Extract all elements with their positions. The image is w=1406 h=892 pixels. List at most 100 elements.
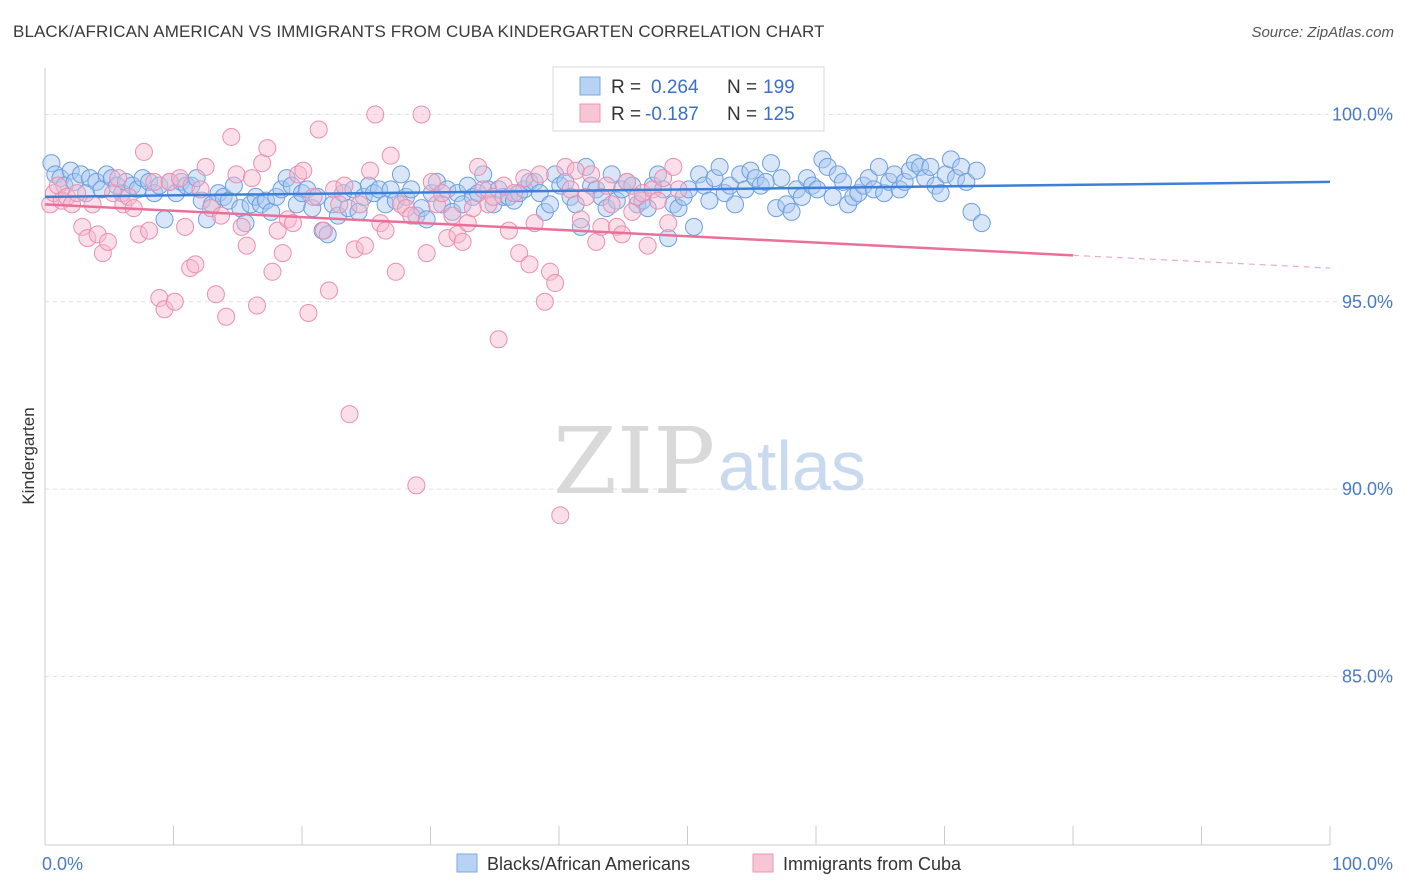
pink-point-59 <box>341 406 358 423</box>
blue-point-139 <box>763 155 780 172</box>
watermark: ZIP atlas <box>553 408 866 515</box>
pink-point-62 <box>356 237 373 254</box>
scatter-chart: 0.0% 100.0% 100.0%95.0%90.0%85.0% ZIP atl… <box>0 0 1406 892</box>
pink-point-96 <box>531 166 548 183</box>
pink-point-20 <box>141 222 158 239</box>
stats-r-value-2: -0.187 <box>645 104 699 125</box>
pink-point-39 <box>238 237 255 254</box>
pink-point-37 <box>228 166 245 183</box>
blue-point-176 <box>953 158 970 175</box>
watermark-zip: ZIP <box>553 408 715 515</box>
pink-point-114 <box>624 203 641 220</box>
pink-point-46 <box>274 245 291 262</box>
pink-point-63 <box>362 162 379 179</box>
stats-swatch-pink <box>580 104 600 122</box>
pink-point-84 <box>470 158 487 175</box>
pink-point-100 <box>552 507 569 524</box>
y-axis-title: Kindergarten <box>19 407 38 504</box>
pink-point-19 <box>135 143 152 160</box>
pink-point-44 <box>264 263 281 280</box>
pink-point-102 <box>562 181 579 198</box>
pink-point-31 <box>197 158 214 175</box>
blue-point-132 <box>727 196 744 213</box>
x-ticks: 0.0% 100.0% <box>42 826 1393 874</box>
pink-point-66 <box>377 222 394 239</box>
stats-n-label-1: N = <box>727 77 757 98</box>
pink-point-104 <box>572 211 589 228</box>
pink-point-21 <box>146 173 163 190</box>
pink-point-25 <box>166 293 183 310</box>
stats-swatch-blue <box>580 77 600 95</box>
stats-r-label-1: R = <box>611 77 641 98</box>
blue-point-180 <box>973 215 990 232</box>
legend: Blacks/African Americans Immigrants from… <box>457 854 962 874</box>
pink-point-106 <box>583 166 600 183</box>
pink-point-119 <box>649 192 666 209</box>
pink-point-79 <box>444 207 461 224</box>
pink-point-36 <box>223 128 240 145</box>
watermark-atlas: atlas <box>718 427 866 505</box>
pink-point-81 <box>454 233 471 250</box>
y-tick-label-0: 100.0% <box>1332 104 1393 124</box>
pink-point-97 <box>536 293 553 310</box>
blue-point-148 <box>809 181 826 198</box>
pink-point-110 <box>603 196 620 213</box>
blue-point-72 <box>418 211 435 228</box>
stats-r-value-1: 0.264 <box>651 77 699 98</box>
pink-point-83 <box>464 200 481 217</box>
stats-n-value-2: 125 <box>763 104 795 125</box>
pink-point-54 <box>315 222 332 239</box>
pink-point-88 <box>490 331 507 348</box>
pink-point-91 <box>506 185 523 202</box>
stats-n-value-1: 199 <box>763 77 795 98</box>
pink-point-94 <box>521 256 538 273</box>
pink-point-55 <box>320 282 337 299</box>
pink-point-42 <box>254 155 271 172</box>
pink-point-14 <box>110 170 127 187</box>
pink-point-41 <box>249 297 266 314</box>
pink-point-121 <box>660 215 677 232</box>
blue-point-127 <box>701 192 718 209</box>
pink-point-33 <box>207 286 224 303</box>
pink-point-113 <box>619 173 636 190</box>
blue-point-179 <box>968 162 985 179</box>
x-tick-label-0: 0.0% <box>42 854 83 874</box>
stats-n-label-2: N = <box>727 104 757 125</box>
pink-point-61 <box>351 196 368 213</box>
blue-point-141 <box>773 170 790 187</box>
blue-point-160 <box>870 158 887 175</box>
pink-point-12 <box>99 233 116 250</box>
legend-label-pink: Immigrants from Cuba <box>783 854 962 874</box>
pink-point-27 <box>177 218 194 235</box>
pink-point-72 <box>408 477 425 494</box>
blue-point-22 <box>156 211 173 228</box>
blue-point-69 <box>403 181 420 198</box>
pink-point-26 <box>171 170 188 187</box>
pink-point-35 <box>218 308 235 325</box>
stats-r-label-2: R = <box>611 104 641 125</box>
pink-point-103 <box>567 162 584 179</box>
y-tick-label-2: 90.0% <box>1342 479 1393 499</box>
pink-point-68 <box>387 263 404 280</box>
blue-point-124 <box>685 218 702 235</box>
pink-point-29 <box>187 256 204 273</box>
pink-point-73 <box>413 106 430 123</box>
pink-point-38 <box>233 218 250 235</box>
pink-point-43 <box>259 140 276 157</box>
blue-point-42 <box>263 203 280 220</box>
blue-point-129 <box>711 158 728 175</box>
blue-point-67 <box>392 166 409 183</box>
y-tick-labels: 100.0%95.0%90.0%85.0% <box>1332 104 1393 686</box>
pink-point-67 <box>382 147 399 164</box>
pink-point-99 <box>547 275 564 292</box>
trend-line-1 <box>45 204 1073 255</box>
pink-point-6 <box>69 185 86 202</box>
blue-point-143 <box>783 203 800 220</box>
pink-point-57 <box>331 196 348 213</box>
trend-line-1-extension <box>1073 255 1330 268</box>
pink-point-52 <box>305 188 322 205</box>
pink-point-50 <box>295 162 312 179</box>
y-tick-label-3: 85.0% <box>1342 666 1393 686</box>
blue-point-119 <box>660 230 677 247</box>
pink-point-34 <box>213 207 230 224</box>
